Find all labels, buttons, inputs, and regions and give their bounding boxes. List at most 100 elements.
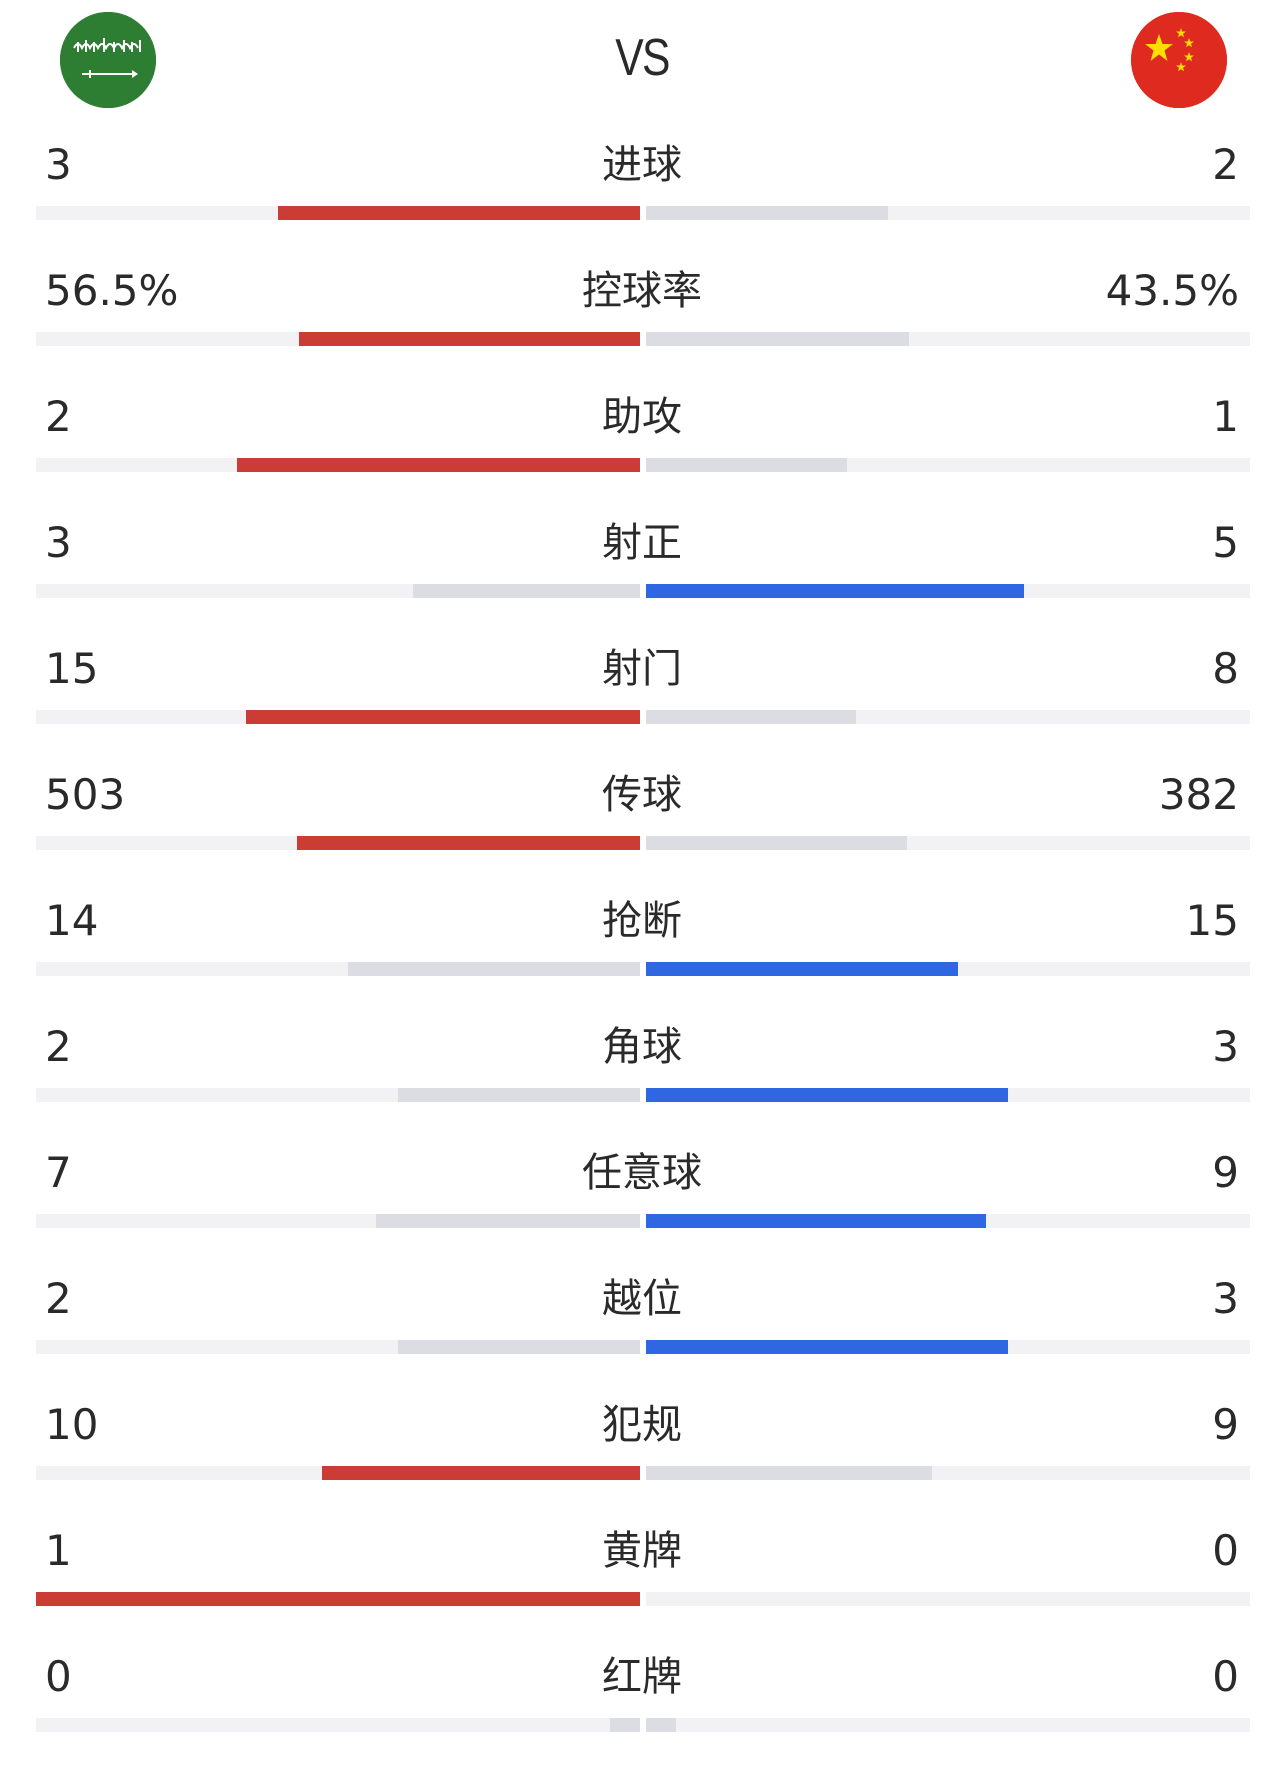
home-bar-track — [36, 1466, 640, 1480]
away-bar — [646, 1340, 1008, 1354]
stat-label: 进球 — [602, 142, 682, 188]
stat-label: 犯规 — [602, 1402, 682, 1448]
away-value: 9 — [1212, 1400, 1239, 1449]
saudi-arabia-flag-icon — [60, 12, 156, 108]
away-bar-track — [646, 1592, 1250, 1606]
away-value: 382 — [1158, 770, 1239, 819]
away-bar — [646, 1466, 932, 1480]
vs-label: VS — [615, 29, 670, 87]
stat-row: 2 角球 3 — [0, 1012, 1284, 1138]
home-bar — [348, 962, 640, 976]
home-bar-track — [36, 206, 640, 220]
home-bar-track — [36, 1214, 640, 1228]
away-value: 3 — [1212, 1022, 1239, 1071]
home-value: 2 — [45, 1022, 72, 1071]
stat-row: 2 助攻 1 — [0, 382, 1284, 508]
stat-label: 红牌 — [602, 1654, 682, 1700]
home-bar — [322, 1466, 640, 1480]
away-value: 8 — [1212, 644, 1239, 693]
home-value: 0 — [45, 1652, 72, 1701]
stat-label: 传球 — [602, 772, 682, 818]
away-bar — [646, 458, 847, 472]
home-bar — [413, 584, 640, 598]
home-bar-track — [36, 962, 640, 976]
home-bar-track — [36, 1592, 640, 1606]
home-value: 7 — [45, 1148, 72, 1197]
stat-label: 角球 — [602, 1024, 682, 1070]
stat-row: 503 传球 382 — [0, 760, 1284, 886]
stat-label: 抢断 — [602, 898, 682, 944]
stat-row: 3 进球 2 — [0, 130, 1284, 256]
stat-row: 0 红牌 0 — [0, 1642, 1284, 1768]
stat-label: 黄牌 — [602, 1528, 682, 1574]
away-bar-track — [646, 1718, 1250, 1732]
away-bar — [646, 1718, 676, 1732]
home-bar — [398, 1340, 640, 1354]
stat-row: 2 越位 3 — [0, 1264, 1284, 1390]
away-bar — [646, 1214, 986, 1228]
home-bar — [610, 1718, 640, 1732]
stat-label: 射正 — [602, 520, 682, 566]
away-bar-track — [646, 836, 1250, 850]
away-bar — [646, 332, 909, 346]
home-bar-track — [36, 332, 640, 346]
away-value: 5 — [1212, 518, 1239, 567]
away-value: 0 — [1212, 1526, 1239, 1575]
away-value: 3 — [1212, 1274, 1239, 1323]
away-bar — [646, 1088, 1008, 1102]
home-bar — [376, 1214, 640, 1228]
away-bar-track — [646, 458, 1250, 472]
away-bar-track — [646, 1466, 1250, 1480]
home-value: 15 — [45, 644, 99, 693]
stat-row: 56.5% 控球率 43.5% — [0, 256, 1284, 382]
home-bar-track — [36, 1340, 640, 1354]
home-bar-track — [36, 1088, 640, 1102]
home-bar-track — [36, 836, 640, 850]
away-bar — [646, 836, 907, 850]
home-bar — [36, 1592, 640, 1606]
away-value: 0 — [1212, 1652, 1239, 1701]
away-bar-track — [646, 1340, 1250, 1354]
away-bar-track — [646, 962, 1250, 976]
away-bar — [646, 962, 958, 976]
away-value: 1 — [1212, 392, 1239, 441]
away-value: 43.5% — [1105, 266, 1239, 315]
home-bar — [278, 206, 640, 220]
home-value: 2 — [45, 1274, 72, 1323]
stat-row: 1 黄牌 0 — [0, 1516, 1284, 1642]
away-bar-track — [646, 206, 1250, 220]
away-value: 2 — [1212, 140, 1239, 189]
away-value: 9 — [1212, 1148, 1239, 1197]
away-bar-track — [646, 584, 1250, 598]
away-bar — [646, 710, 856, 724]
home-bar-track — [36, 1718, 640, 1732]
home-bar-track — [36, 584, 640, 598]
china-flag-icon — [1131, 12, 1227, 108]
home-value: 3 — [45, 140, 72, 189]
home-value: 1 — [45, 1526, 72, 1575]
home-value: 2 — [45, 392, 72, 441]
away-bar-track — [646, 710, 1250, 724]
stat-label: 助攻 — [602, 394, 682, 440]
home-value: 10 — [45, 1400, 99, 1449]
home-bar-track — [36, 710, 640, 724]
away-bar-track — [646, 1088, 1250, 1102]
stat-row: 3 射正 5 — [0, 508, 1284, 634]
stat-row: 7 任意球 9 — [0, 1138, 1284, 1264]
stats-list: 3 进球 2 56.5% 控球率 43.5% 2 助攻 1 3 射正 5 15 射门 8 503 传球 382 14… — [0, 130, 1284, 1768]
stat-row: 14 抢断 15 — [0, 886, 1284, 1012]
home-bar — [297, 836, 640, 850]
away-bar-track — [646, 332, 1250, 346]
away-bar — [646, 206, 888, 220]
stat-row: 15 射门 8 — [0, 634, 1284, 760]
home-value: 56.5% — [45, 266, 179, 315]
home-bar-track — [36, 458, 640, 472]
away-value: 15 — [1185, 896, 1239, 945]
stat-label: 越位 — [602, 1276, 682, 1322]
home-value: 3 — [45, 518, 72, 567]
home-value: 503 — [45, 770, 126, 819]
home-bar — [398, 1088, 640, 1102]
match-header: VS — [0, 0, 1284, 130]
home-bar — [237, 458, 640, 472]
away-bar — [646, 584, 1024, 598]
